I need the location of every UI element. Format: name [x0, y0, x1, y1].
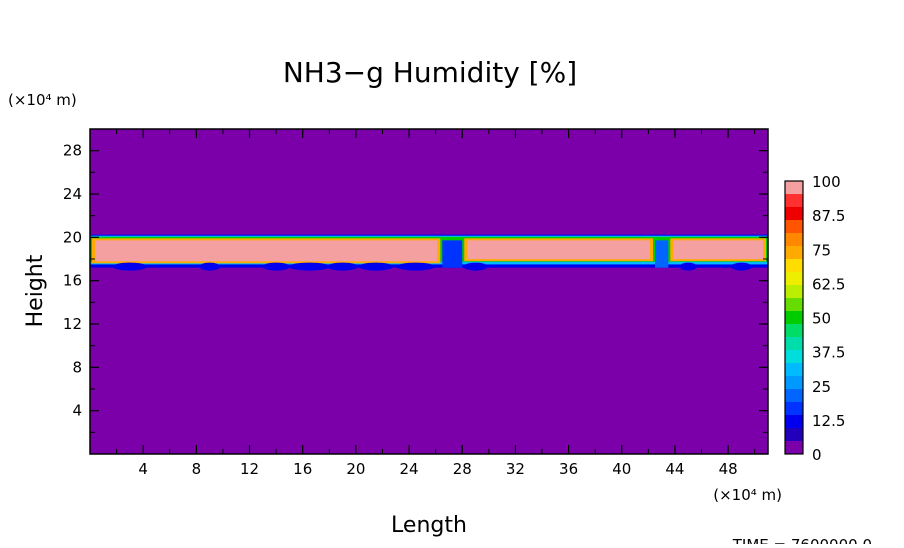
x-tick-label: 32	[506, 460, 525, 478]
layer-blob-2	[199, 262, 221, 271]
colorbar-swatch	[785, 350, 803, 364]
colorbar-label: 87.5	[812, 207, 845, 225]
colorbar-swatch	[785, 246, 803, 260]
x-ticks: 4 8 12 16 20 24 28 32 36 40 44 48	[116, 129, 756, 478]
colorbar-swatch	[785, 324, 803, 338]
x-axis-unit: (×10⁴ m)	[713, 486, 782, 504]
colorbar-label: 100	[812, 173, 841, 191]
y-tick-label: 8	[72, 358, 82, 376]
colorbar-label: 62.5	[812, 275, 845, 293]
colorbar-swatch	[785, 415, 803, 429]
y-axis-label: Height	[23, 254, 48, 327]
y-tick-label: 12	[63, 315, 82, 333]
y-tick-label: 24	[63, 185, 82, 203]
layer-segment-3	[673, 240, 763, 260]
layer-segment-1	[95, 240, 438, 262]
layer-blob-9	[679, 262, 697, 271]
colorbar-label: 12.5	[812, 412, 845, 430]
colorbar-label: 50	[812, 310, 831, 328]
x-tick-label: 40	[612, 460, 631, 478]
x-tick-label: 20	[346, 460, 365, 478]
layer-gap-2	[655, 240, 669, 268]
y-tick-label: 16	[63, 272, 82, 290]
colorbar: 100 87.5 75 62.5 50 37.5 25 12.5 0	[784, 173, 845, 464]
colorbar-swatch	[785, 376, 803, 390]
colorbar-swatch	[785, 259, 803, 273]
colorbar-swatch	[785, 285, 803, 299]
colorbar-swatch	[785, 402, 803, 416]
colorbar-swatch	[785, 298, 803, 312]
colorbar-swatch	[785, 207, 803, 221]
colorbar-label: 37.5	[812, 344, 845, 362]
layer-blob-6	[358, 262, 394, 271]
colorbar-swatch	[785, 363, 803, 377]
colorbar-swatch	[785, 441, 803, 455]
y-tick-label: 28	[63, 142, 82, 160]
plot-frame	[89, 128, 769, 455]
x-tick-label: 28	[453, 460, 472, 478]
layer-segment-2	[467, 240, 650, 260]
layer-blob-8	[463, 262, 488, 271]
colorbar-swatch	[785, 181, 803, 195]
x-tick-label: 44	[665, 460, 684, 478]
y-tick-label: 4	[72, 402, 82, 420]
layer-blob-7	[396, 262, 435, 271]
x-tick-label: 24	[400, 460, 419, 478]
x-tick-label: 36	[559, 460, 578, 478]
layer-blob-4	[288, 262, 331, 271]
colorbar-swatch	[785, 428, 803, 442]
colorbar-swatch	[785, 389, 803, 403]
colorbar-frame	[784, 180, 804, 455]
colorbar-swatch	[785, 272, 803, 286]
layer-blob-5	[327, 262, 359, 271]
y-ticks: 4 8 12 16 20 24 28	[63, 142, 768, 433]
colorbar-label: 0	[812, 446, 822, 464]
colorbar-label: 25	[812, 378, 831, 396]
layer-blob-3	[262, 262, 290, 271]
x-tick-label: 16	[293, 460, 312, 478]
x-tick-label: 12	[240, 460, 259, 478]
colorbar-swatch	[785, 337, 803, 351]
chart-title: NH3−g Humidity [%]	[283, 56, 577, 89]
x-tick-label: 8	[192, 460, 202, 478]
layer-blob-10	[731, 262, 752, 271]
colorbar-swatch	[785, 194, 803, 208]
y-axis-unit: (×10⁴ m)	[8, 91, 77, 109]
layer-blob-1	[112, 262, 148, 271]
x-tick-label: 4	[138, 460, 148, 478]
colorbar-label: 75	[812, 241, 831, 259]
y-tick-label: 20	[63, 228, 82, 246]
colorbar-swatch	[785, 220, 803, 234]
colorbar-swatch	[785, 311, 803, 325]
colorbar-swatch	[785, 233, 803, 247]
plot-background	[90, 129, 768, 454]
plot-area	[89, 128, 769, 455]
x-axis-label: Length	[391, 513, 467, 538]
x-tick-label: 48	[719, 460, 738, 478]
time-label: TIME = 7600000.0	[732, 536, 872, 544]
layer-gap-1	[442, 240, 463, 268]
